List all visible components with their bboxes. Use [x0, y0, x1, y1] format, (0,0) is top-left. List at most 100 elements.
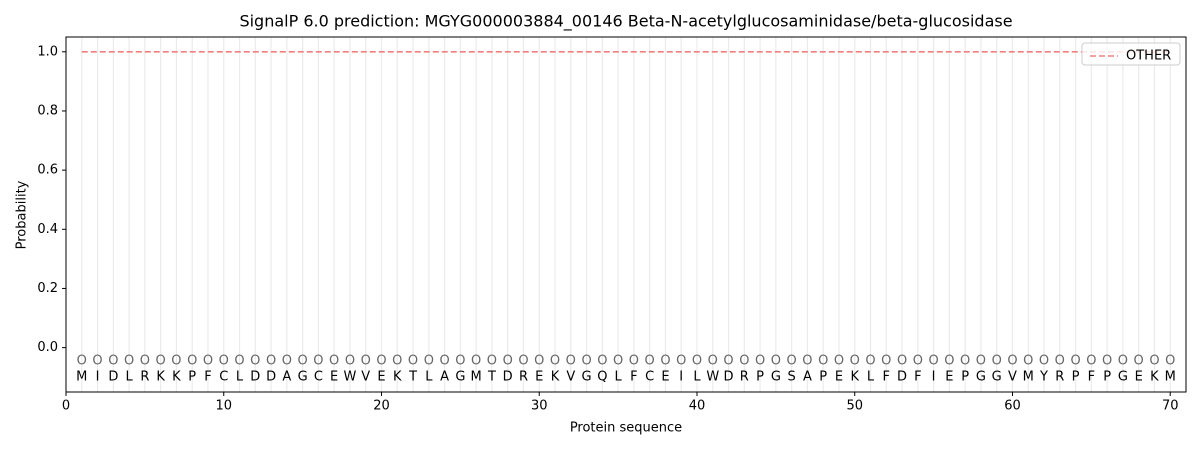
predicted-label: O — [345, 353, 355, 368]
residue: E — [835, 370, 843, 385]
predicted-label: O — [439, 353, 449, 368]
residue: A — [282, 370, 291, 385]
chart-title: SignalP 6.0 prediction: MGYG000003884_00… — [239, 12, 1012, 32]
x-tick-label: 40 — [689, 399, 706, 414]
residue: E — [1135, 370, 1143, 385]
predicted-label: O — [944, 353, 954, 368]
residue: D — [250, 370, 260, 385]
residue: L — [693, 370, 701, 385]
predicted-label: O — [881, 353, 891, 368]
predicted-label: O — [92, 353, 102, 368]
residue: K — [393, 370, 402, 385]
residue: G — [976, 370, 986, 385]
residue: R — [519, 370, 528, 385]
residue: K — [172, 370, 181, 385]
predicted-label: O — [550, 353, 560, 368]
predicted-label: O — [124, 353, 134, 368]
residue: G — [298, 370, 308, 385]
predicted-label: O — [140, 353, 150, 368]
predicted-label: O — [266, 353, 276, 368]
residue: P — [819, 370, 827, 385]
predicted-label: O — [156, 353, 166, 368]
predicted-label: O — [298, 353, 308, 368]
residue: E — [377, 370, 385, 385]
predicted-label: O — [960, 353, 970, 368]
residue: G — [771, 370, 781, 385]
residue: V — [566, 370, 575, 385]
residue: C — [314, 370, 323, 385]
predicted-label: O — [1055, 353, 1065, 368]
residue: C — [219, 370, 228, 385]
predicted-label: O — [865, 353, 875, 368]
predicted-label: O — [692, 353, 702, 368]
y-tick-label: 0.4 — [37, 222, 58, 237]
predicted-label: O — [566, 353, 576, 368]
predicted-label: O — [913, 353, 923, 368]
predicted-label: O — [1165, 353, 1175, 368]
predicted-label: O — [629, 353, 639, 368]
residue: F — [883, 370, 890, 385]
residue: D — [724, 370, 734, 385]
predicted-label: O — [1070, 353, 1080, 368]
residue: K — [850, 370, 859, 385]
residue: D — [108, 370, 118, 385]
x-tick-label: 10 — [215, 399, 232, 414]
x-axis-label: Protein sequence — [570, 421, 682, 436]
residue: M — [76, 370, 87, 385]
predicted-label: O — [1007, 353, 1017, 368]
residue: E — [661, 370, 669, 385]
predicted-label: O — [850, 353, 860, 368]
residue: G — [582, 370, 592, 385]
predicted-label: O — [723, 353, 733, 368]
predicted-label: O — [77, 353, 87, 368]
predicted-label: O — [581, 353, 591, 368]
residue: D — [897, 370, 907, 385]
predicted-label: O — [234, 353, 244, 368]
residue: Y — [1039, 370, 1048, 385]
residue: L — [125, 370, 133, 385]
residue: R — [1055, 370, 1064, 385]
predicted-label: O — [455, 353, 465, 368]
residue: D — [503, 370, 513, 385]
predicted-label: O — [171, 353, 181, 368]
predicted-label: O — [108, 353, 118, 368]
plot-layer: OMOIODOLOROKOKOPOFOCOLODODOAOGOCOEOWOVOE… — [76, 50, 1176, 385]
residue: P — [188, 370, 196, 385]
predicted-label: O — [392, 353, 402, 368]
residue: P — [756, 370, 764, 385]
predicted-label: O — [834, 353, 844, 368]
predicted-label: O — [645, 353, 655, 368]
predicted-label: O — [802, 353, 812, 368]
residue: S — [788, 370, 796, 385]
residue: K — [156, 370, 165, 385]
predicted-label: O — [250, 353, 260, 368]
residue: T — [408, 370, 417, 385]
predicted-label: O — [739, 353, 749, 368]
residue: E — [945, 370, 953, 385]
predicted-label: O — [897, 353, 907, 368]
residue: M — [1165, 370, 1176, 385]
residue: V — [361, 370, 370, 385]
predicted-label: O — [771, 353, 781, 368]
x-tick-label: 20 — [373, 399, 390, 414]
predicted-label: O — [1134, 353, 1144, 368]
predicted-label: O — [992, 353, 1002, 368]
residue: G — [1118, 370, 1128, 385]
predicted-label: O — [203, 353, 213, 368]
residue: M — [1023, 370, 1034, 385]
y-tick-label: 0.0 — [37, 340, 58, 355]
predicted-label: O — [1102, 353, 1112, 368]
predicted-label: O — [487, 353, 497, 368]
x-tick-label: 60 — [1004, 399, 1021, 414]
residue: P — [961, 370, 969, 385]
residue: I — [679, 370, 683, 385]
residue: E — [330, 370, 338, 385]
predicted-label: O — [282, 353, 292, 368]
residue: W — [706, 370, 719, 385]
x-tick-label: 70 — [1162, 399, 1179, 414]
predicted-label: O — [755, 353, 765, 368]
residue: L — [614, 370, 622, 385]
residue: L — [425, 370, 433, 385]
predicted-label: O — [313, 353, 323, 368]
predicted-label: O — [1086, 353, 1096, 368]
